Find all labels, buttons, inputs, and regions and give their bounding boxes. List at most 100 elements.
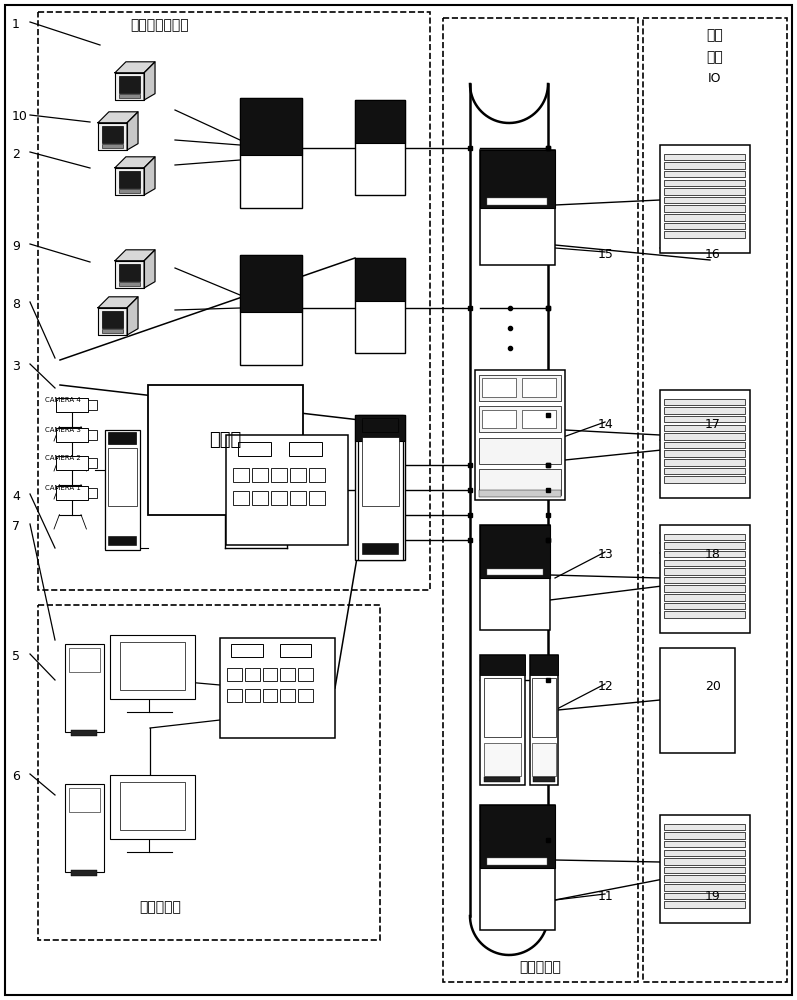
Bar (69, 788, 100, 812)
Bar (362, 437, 399, 506)
Bar (665, 901, 745, 908)
Bar (665, 824, 745, 830)
Text: 远程: 远程 (707, 50, 724, 64)
Bar (484, 678, 521, 737)
Bar (88, 430, 97, 440)
Bar (660, 815, 750, 923)
Bar (480, 805, 555, 867)
Bar (665, 560, 745, 566)
Text: 8: 8 (12, 298, 20, 311)
Bar (281, 668, 296, 681)
Bar (227, 689, 241, 702)
Bar (665, 425, 745, 431)
Bar (665, 442, 745, 448)
Bar (280, 644, 311, 657)
Bar (665, 841, 745, 847)
Polygon shape (98, 123, 127, 150)
Bar (482, 378, 516, 397)
Bar (102, 126, 124, 143)
Text: 本地仪表房: 本地仪表房 (519, 960, 561, 974)
Bar (252, 491, 268, 505)
Bar (65, 784, 104, 872)
Bar (290, 491, 306, 505)
Polygon shape (144, 157, 155, 195)
Bar (120, 642, 185, 690)
Bar (119, 76, 140, 93)
Text: 远程办公室: 远程办公室 (139, 900, 181, 914)
Bar (240, 98, 302, 208)
Bar (665, 214, 745, 221)
Bar (88, 488, 97, 498)
Bar (665, 188, 745, 195)
Bar (108, 448, 137, 506)
Bar (482, 410, 516, 428)
Bar (119, 264, 140, 281)
Bar (533, 777, 556, 782)
Bar (355, 100, 405, 143)
Bar (665, 542, 745, 549)
Bar (105, 430, 140, 550)
Bar (475, 370, 565, 500)
Polygon shape (127, 297, 138, 335)
Bar (479, 375, 561, 401)
Bar (245, 689, 260, 702)
Bar (665, 568, 745, 575)
Bar (665, 875, 745, 882)
Polygon shape (144, 62, 155, 100)
Text: 17: 17 (705, 418, 720, 431)
Text: CAMERA 1: CAMERA 1 (45, 485, 80, 491)
Text: 2: 2 (12, 148, 20, 161)
Bar (111, 775, 195, 839)
Bar (363, 543, 398, 554)
Bar (480, 150, 555, 265)
Bar (120, 782, 185, 830)
Bar (665, 468, 745, 474)
Bar (38, 605, 380, 940)
Bar (281, 689, 296, 702)
Bar (231, 644, 262, 657)
Bar (660, 648, 735, 753)
Bar (298, 668, 313, 681)
Bar (480, 655, 525, 674)
Bar (290, 468, 306, 482)
Text: CAMERA 3: CAMERA 3 (45, 427, 80, 433)
Bar (665, 459, 745, 466)
Bar (660, 145, 750, 253)
Bar (665, 399, 745, 405)
Bar (480, 805, 555, 930)
Bar (271, 491, 287, 505)
Polygon shape (115, 73, 144, 100)
Bar (665, 832, 745, 839)
Text: 12: 12 (598, 680, 614, 693)
Bar (480, 150, 555, 208)
Bar (252, 468, 268, 482)
Bar (355, 258, 405, 301)
Bar (102, 144, 124, 148)
Bar (665, 594, 745, 601)
Bar (56, 456, 88, 470)
Bar (102, 311, 124, 328)
Bar (102, 329, 124, 333)
Bar (665, 577, 745, 583)
Text: 本地集中控制室: 本地集中控制室 (131, 18, 190, 32)
Polygon shape (115, 261, 144, 288)
Bar (487, 569, 543, 575)
Polygon shape (98, 297, 138, 308)
Bar (480, 655, 525, 785)
Polygon shape (98, 308, 127, 335)
Text: 6: 6 (12, 770, 20, 783)
Bar (522, 378, 556, 397)
Bar (72, 730, 97, 736)
Bar (665, 407, 745, 414)
Bar (309, 468, 325, 482)
Bar (56, 428, 88, 442)
Bar (443, 18, 638, 982)
Bar (488, 857, 548, 865)
Bar (479, 438, 561, 464)
Bar (56, 398, 88, 412)
Polygon shape (115, 168, 144, 195)
Bar (665, 197, 745, 203)
Bar (665, 611, 745, 618)
Bar (227, 668, 241, 681)
Bar (665, 884, 745, 891)
